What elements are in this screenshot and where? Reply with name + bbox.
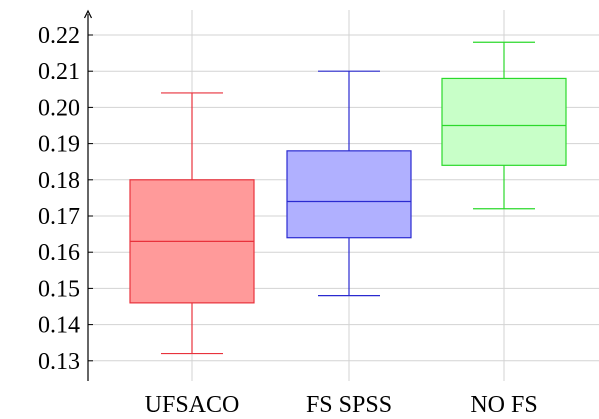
box-ufsaco: [129, 92, 255, 355]
box-no-fs: [441, 41, 567, 210]
y-axis-arrow-icon: [83, 9, 93, 19]
axes: [83, 9, 93, 381]
y-tick-labels: 0.13 0.14 0.15 0.16 0.17 0.18 0.19 0.20 0.21 0.22: [38, 23, 80, 375]
interquartile-box: [441, 77, 567, 166]
x-category-label: FS SPSS: [306, 392, 392, 418]
y-tick-label: 0.17: [38, 204, 80, 230]
y-tick-label: 0.22: [38, 23, 80, 49]
y-tick-label: 0.19: [38, 132, 80, 158]
boxes: [129, 41, 567, 355]
y-tick-label: 0.20: [38, 95, 80, 121]
x-category-labels: UFSACO FS SPSS NO FS: [145, 392, 538, 418]
x-category-label: UFSACO: [145, 392, 240, 418]
y-tick-label: 0.14: [38, 313, 80, 339]
y-tick-label: 0.16: [38, 240, 80, 266]
y-tick-label: 0.15: [38, 276, 80, 302]
y-tick-label: 0.21: [38, 59, 80, 85]
box-fs-spss: [286, 70, 412, 297]
interquartile-box: [286, 150, 412, 239]
x-category-label: NO FS: [470, 392, 537, 418]
y-tick-label: 0.13: [38, 349, 80, 375]
y-tick-label: 0.18: [38, 168, 80, 194]
